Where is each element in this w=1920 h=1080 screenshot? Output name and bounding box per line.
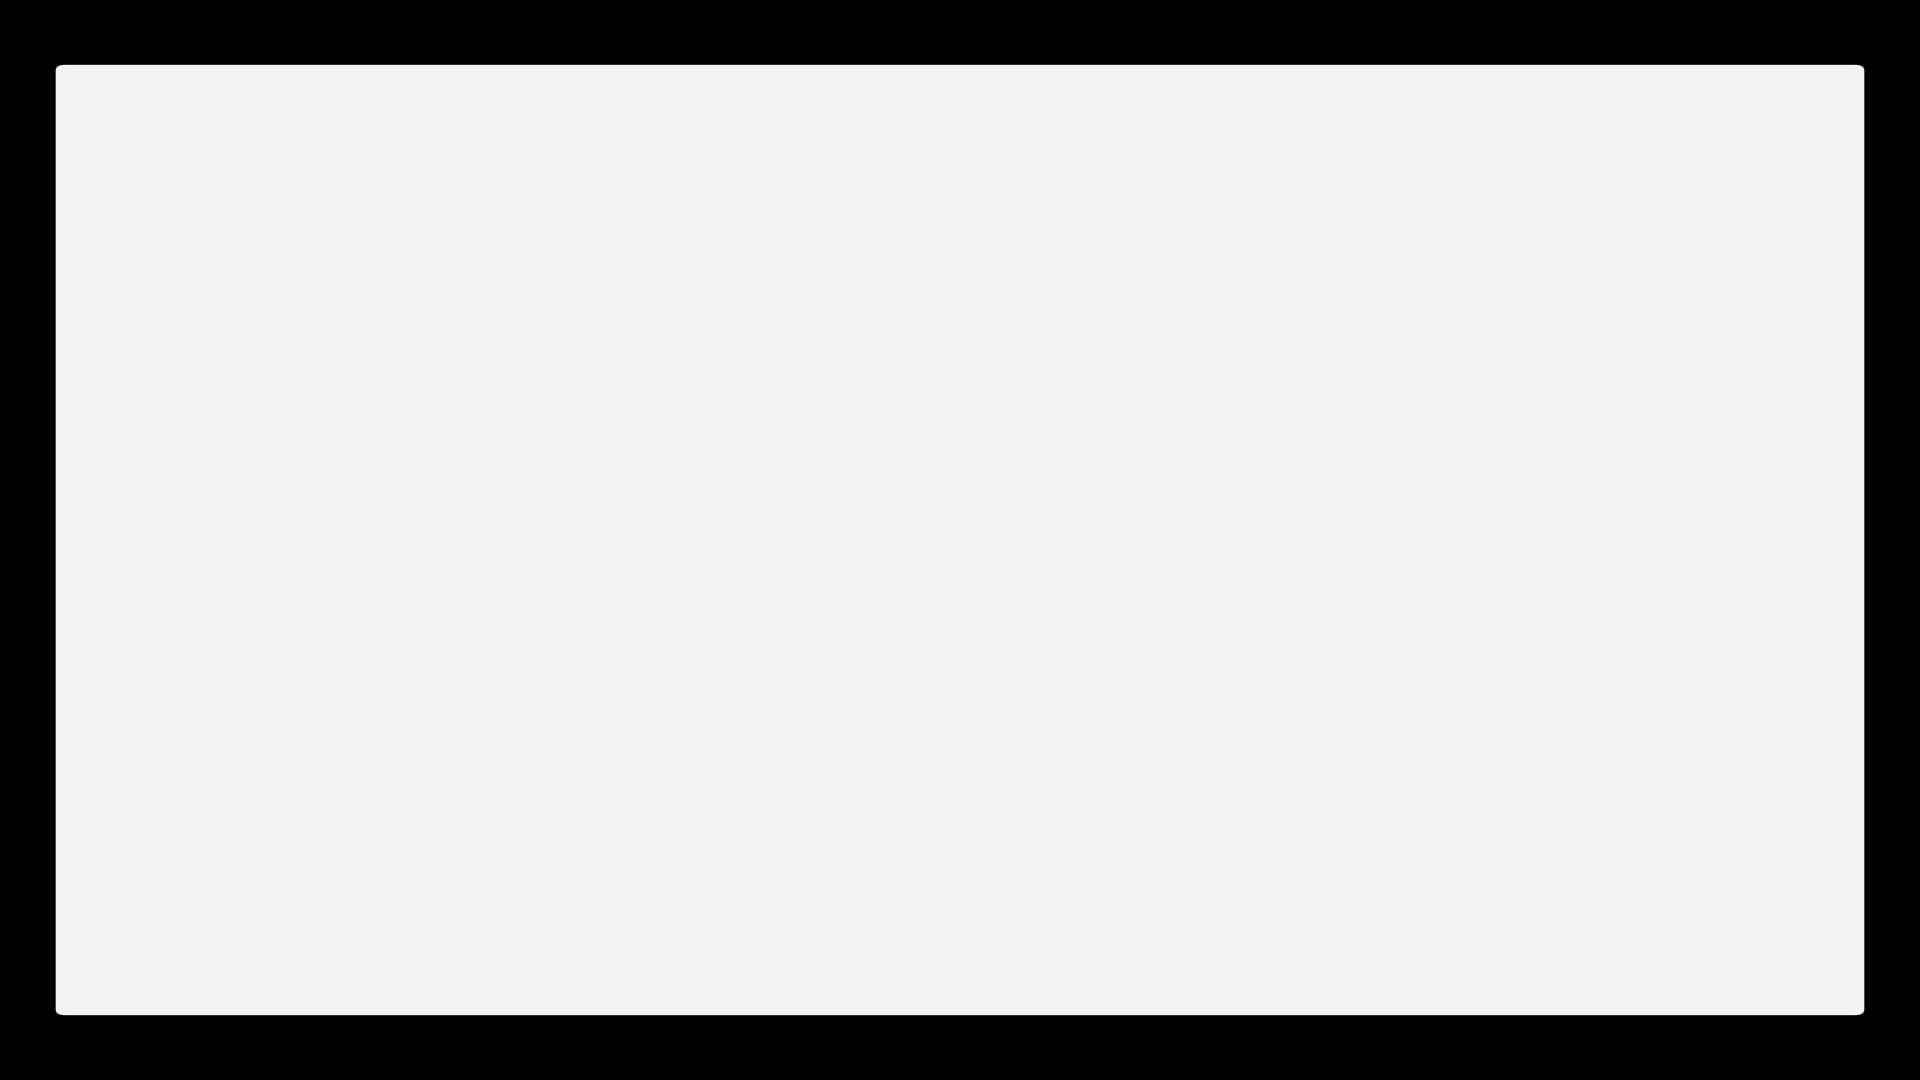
Text: 2020 Q1: 2020 Q1 <box>365 544 499 572</box>
Text: 2023 Q3: 2023 Q3 <box>1071 544 1208 572</box>
Text: COVID-19 pandemic
 begins, prompting
telehealth adoption: COVID-19 pandemic begins, prompting tele… <box>305 363 559 454</box>
FancyBboxPatch shape <box>236 596 691 804</box>
Text: Continued telehealth
use as a standard
practice: Continued telehealth use as a standard p… <box>1008 363 1271 454</box>
FancyBboxPatch shape <box>236 596 1229 804</box>
FancyBboxPatch shape <box>236 596 1730 804</box>
Text: The rise of telehealth in behavioural health care: The rise of telehealth in behavioural he… <box>242 208 1678 260</box>
Text: 67%: 67% <box>891 672 1029 728</box>
Text: 41%: 41% <box>394 672 534 728</box>
